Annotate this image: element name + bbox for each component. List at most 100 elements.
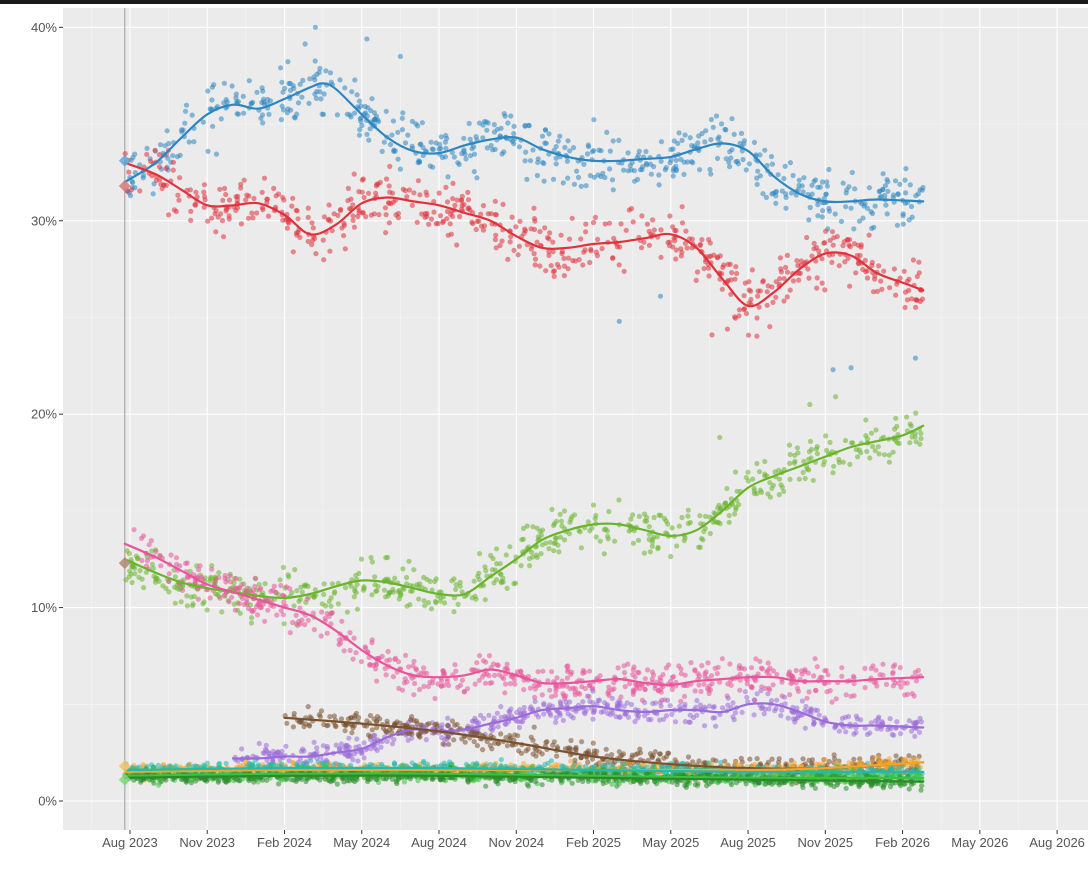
poll-point: [740, 156, 746, 163]
poll-point: [238, 181, 244, 187]
poll-point: [449, 718, 455, 724]
poll-point: [869, 262, 875, 269]
poll-point: [537, 263, 543, 269]
poll-point: [809, 182, 815, 188]
poll-point: [314, 745, 320, 751]
poll-point: [709, 681, 715, 687]
poll-point: [813, 244, 820, 251]
poll-point: [701, 528, 707, 535]
poll-point: [544, 739, 550, 745]
poll-point: [776, 492, 782, 498]
poll-point: [382, 205, 388, 211]
poll-point: [912, 721, 918, 728]
poll-point: [585, 759, 591, 765]
poll-point: [832, 725, 838, 731]
poll-point: [459, 736, 465, 742]
poll-point: [902, 304, 908, 311]
poll-point: [166, 589, 172, 595]
poll-point: [298, 584, 304, 590]
poll-point: [201, 189, 207, 195]
poll-point: [887, 285, 893, 291]
poll-point: [320, 743, 326, 749]
poll-point: [669, 686, 675, 693]
poll-point: [553, 719, 559, 726]
poll-point: [173, 208, 179, 215]
poll-point: [131, 563, 137, 570]
poll-point: [753, 656, 759, 662]
poll-point: [630, 687, 636, 693]
poll-point: [844, 187, 850, 193]
poll-point: [419, 211, 425, 217]
poll-point: [150, 565, 156, 571]
poll-point: [183, 102, 190, 108]
poll-point: [557, 712, 563, 718]
poll-point: [148, 538, 154, 544]
poll-point: [635, 152, 642, 158]
poll-point: [294, 588, 300, 594]
poll-point: [467, 153, 474, 159]
poll-point: [482, 680, 488, 686]
poll-point: [636, 713, 642, 719]
poll-point: [516, 144, 523, 150]
poll-point: [376, 212, 382, 218]
poll-point: [465, 189, 471, 195]
poll-point: [469, 219, 475, 225]
poll-point: [763, 194, 770, 200]
poll-point: [444, 135, 450, 141]
poll-point: [679, 514, 685, 521]
poll-point: [213, 151, 220, 157]
poll-point: [491, 122, 497, 128]
poll-point: [916, 729, 923, 735]
poll-point: [745, 469, 751, 475]
poll-point: [294, 208, 300, 214]
poll-point: [729, 116, 735, 122]
poll-point: [669, 711, 675, 718]
poll-point: [675, 140, 681, 146]
poll-point: [201, 182, 207, 188]
poll-point: [719, 656, 726, 662]
poll-point: [438, 683, 445, 689]
poll-point: [796, 277, 802, 283]
poll-point: [737, 140, 743, 146]
poll-point: [469, 146, 475, 152]
poll-point: [275, 191, 282, 197]
poll-point: [909, 434, 915, 440]
poll-point: [666, 243, 673, 249]
poll-point: [663, 713, 670, 719]
poll-point: [280, 89, 286, 95]
poll-point: [903, 166, 909, 172]
poll-point: [672, 238, 678, 244]
poll-point: [466, 120, 472, 127]
poll-point: [191, 139, 197, 145]
poll-point: [657, 717, 663, 723]
poll-point: [831, 752, 837, 758]
poll-point: [584, 151, 591, 157]
poll-point: [618, 221, 624, 227]
poll-point: [625, 714, 632, 720]
poll-point: [883, 202, 889, 208]
poll-point: [824, 179, 830, 185]
poll-point: [356, 189, 362, 195]
poll-point: [561, 537, 568, 543]
poll-point: [356, 132, 363, 138]
poll-point: [341, 233, 347, 239]
poll-point: [415, 178, 421, 184]
poll-point: [371, 211, 377, 217]
poll-point: [659, 697, 665, 703]
poll-point: [682, 704, 688, 710]
poll-point: [647, 549, 653, 555]
poll-point: [186, 139, 192, 145]
poll-point: [459, 677, 465, 683]
poll-point: [810, 721, 817, 728]
poll-point: [580, 670, 586, 676]
poll-point: [509, 214, 515, 220]
poll-point: [886, 756, 892, 762]
poll-point: [442, 154, 448, 160]
poll-point: [906, 276, 912, 282]
poll-point: [853, 447, 859, 453]
poll-point: [859, 201, 865, 207]
poll-point: [838, 218, 845, 224]
poll-point: [765, 283, 771, 289]
poll-point: [291, 603, 297, 609]
poll-point: [609, 695, 615, 702]
